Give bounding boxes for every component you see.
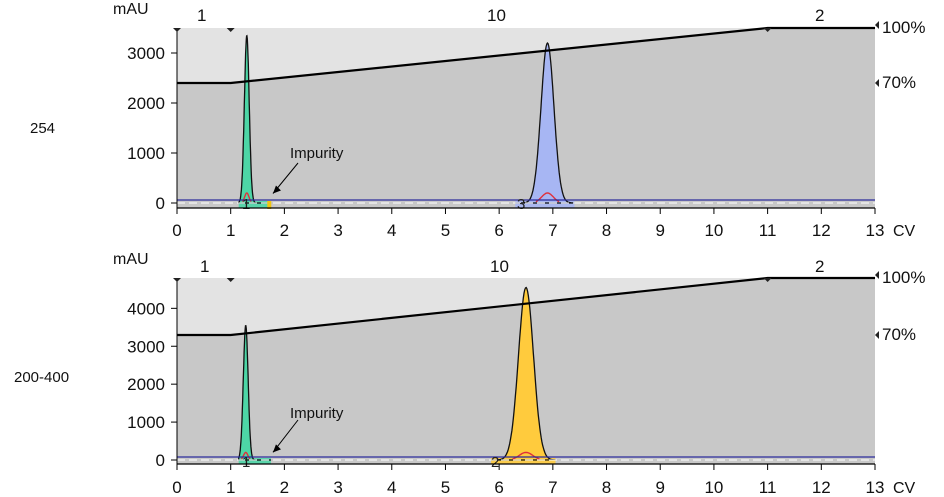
impurity-annotation: Impurity bbox=[290, 145, 344, 162]
y-tick-label: 2000 bbox=[127, 94, 165, 113]
x-tick-label: 7 bbox=[548, 221, 557, 240]
x-tick-label: 1 bbox=[226, 478, 235, 497]
y-axis-label: mAU bbox=[113, 1, 149, 18]
side-label: 200-400 bbox=[14, 369, 69, 386]
x-tick-label: 11 bbox=[759, 221, 777, 240]
segment-marker bbox=[763, 278, 772, 282]
x-tick-label: 3 bbox=[333, 221, 342, 240]
x-tick-label: 10 bbox=[704, 478, 723, 497]
fraction-bar bbox=[238, 201, 269, 208]
right-label-70: 70% bbox=[882, 325, 916, 344]
x-tick-label: 11 bbox=[759, 478, 777, 497]
upper-band bbox=[177, 28, 875, 83]
chart-marks bbox=[177, 26, 875, 209]
segment-marker bbox=[763, 28, 772, 32]
fraction-trace bbox=[241, 192, 252, 202]
impurity-tag bbox=[267, 201, 272, 209]
x-tick-label: 2 bbox=[280, 221, 289, 240]
x-tick-label: 0 bbox=[172, 478, 181, 497]
x-tick-label: 12 bbox=[812, 221, 831, 240]
x-tick-label: 4 bbox=[387, 478, 396, 497]
right-label-70: 70% bbox=[882, 73, 916, 92]
x-tick-label: 12 bbox=[812, 478, 831, 497]
right-label-100: 100% bbox=[882, 268, 925, 287]
y-tick-label: 0 bbox=[156, 194, 165, 213]
fraction-bar bbox=[491, 458, 556, 464]
segment-label: 2 bbox=[815, 257, 824, 276]
segment-label: 10 bbox=[487, 6, 506, 25]
peak bbox=[491, 286, 556, 461]
chart-panel-254: 254 mAU CV 100% 70% 1 10 2 Impurity 1 3 … bbox=[30, 1, 925, 240]
x-tick-label: 3 bbox=[333, 478, 342, 497]
segment-label: 2 bbox=[815, 6, 824, 25]
upper-band-area bbox=[177, 278, 875, 335]
x-tick-label: 4 bbox=[387, 221, 396, 240]
x-tick-label: 0 bbox=[172, 221, 181, 240]
percent-marker bbox=[875, 271, 879, 279]
y-tick-label: 0 bbox=[156, 451, 165, 470]
impurity-annotation: Impurity bbox=[290, 405, 344, 422]
y-tick-label: 3000 bbox=[127, 44, 165, 63]
segment-label: 10 bbox=[490, 257, 509, 276]
segment-marker bbox=[173, 28, 181, 32]
x-axis-label: CV bbox=[893, 223, 916, 240]
y-tick-label: 3000 bbox=[127, 337, 165, 356]
x-tick-label: 5 bbox=[441, 478, 450, 497]
chart-panel-200-400: 200-400 mAU CV 100% 70% 1 10 2 Impurity … bbox=[14, 251, 925, 497]
y-tick-label: 1000 bbox=[127, 413, 165, 432]
fraction-label: 3 bbox=[517, 196, 525, 213]
right-label-100: 100% bbox=[882, 18, 925, 37]
fraction-label: 1 bbox=[242, 196, 250, 213]
fraction-bar bbox=[515, 201, 575, 208]
x-tick-label: 7 bbox=[548, 478, 557, 497]
x-tick-label: 8 bbox=[602, 221, 611, 240]
x-tick-label: 9 bbox=[655, 478, 664, 497]
percent-marker bbox=[875, 331, 879, 339]
percent-marker bbox=[875, 21, 879, 29]
x-tick-label: 10 bbox=[704, 221, 723, 240]
gradient-line bbox=[177, 26, 875, 85]
x-tick-label: 9 bbox=[655, 221, 664, 240]
x-tick-label: 1 bbox=[226, 221, 235, 240]
y-tick-label: 1000 bbox=[127, 144, 165, 163]
x-tick-label: 6 bbox=[494, 221, 503, 240]
upper-band-area bbox=[177, 28, 875, 83]
impurity-arrowhead bbox=[272, 444, 281, 453]
impurity-arrowhead bbox=[272, 185, 281, 194]
x-axis-label: CV bbox=[893, 480, 916, 497]
upper-band bbox=[177, 278, 875, 335]
side-label: 254 bbox=[30, 120, 55, 137]
fraction-bar bbox=[238, 458, 271, 464]
fraction-trace bbox=[535, 192, 560, 203]
gradient-line bbox=[177, 276, 875, 337]
fraction-label: 1 bbox=[242, 454, 250, 471]
x-tick-label: 5 bbox=[441, 221, 450, 240]
x-tick-label: 13 bbox=[866, 221, 885, 240]
percent-marker bbox=[875, 79, 879, 87]
x-tick-label: 13 bbox=[866, 478, 885, 497]
segment-marker bbox=[173, 278, 181, 282]
segment-label: 1 bbox=[197, 6, 206, 25]
segment-marker bbox=[226, 278, 235, 282]
segment-marker bbox=[226, 28, 235, 32]
y-tick-label: 2000 bbox=[127, 375, 165, 394]
y-axis-label: mAU bbox=[113, 251, 149, 268]
segment-label: 1 bbox=[200, 257, 209, 276]
chart-marks bbox=[177, 276, 875, 464]
x-tick-label: 2 bbox=[280, 478, 289, 497]
x-tick-label: 6 bbox=[494, 478, 503, 497]
fraction-label: 2 bbox=[491, 454, 499, 471]
x-tick-label: 8 bbox=[602, 478, 611, 497]
y-tick-label: 4000 bbox=[127, 299, 165, 318]
